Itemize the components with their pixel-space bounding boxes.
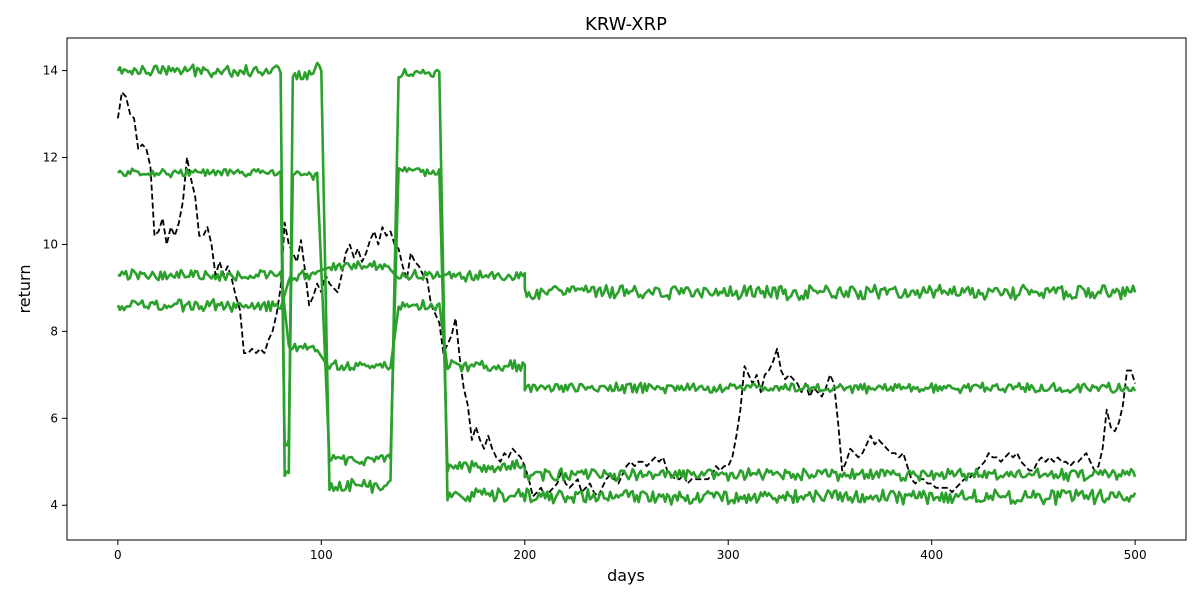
series-line-band-3: [117, 268, 1137, 395]
x-tick-label: 200: [513, 548, 536, 562]
y-tick-label: 14: [43, 64, 58, 78]
axes: 0 100 200 300 400 500 4 6 8 10 12 14: [43, 37, 1187, 562]
x-tick-label: 500: [1124, 548, 1147, 562]
series-line-band-4: [116, 260, 1137, 313]
y-tick-label: 10: [43, 237, 58, 251]
x-tick-label: 300: [717, 548, 740, 562]
x-tick-label: 0: [114, 548, 122, 562]
x-axis-label: days: [607, 566, 645, 585]
y-tick-label: 4: [50, 498, 58, 512]
chart-title: KRW-XRP: [585, 14, 667, 35]
y-tick-label: 6: [50, 411, 58, 425]
plot-area: [116, 61, 1137, 506]
y-axis-label: return: [15, 265, 34, 314]
series-line-band-2: [116, 166, 1137, 483]
y-tick-label: 8: [50, 324, 58, 338]
x-tick-label: 100: [310, 548, 333, 562]
series-line-band-1: [116, 61, 1137, 506]
plot-frame: [66, 37, 1187, 541]
x-tick-label: 400: [920, 548, 943, 562]
y-tick-label: 12: [43, 151, 58, 165]
